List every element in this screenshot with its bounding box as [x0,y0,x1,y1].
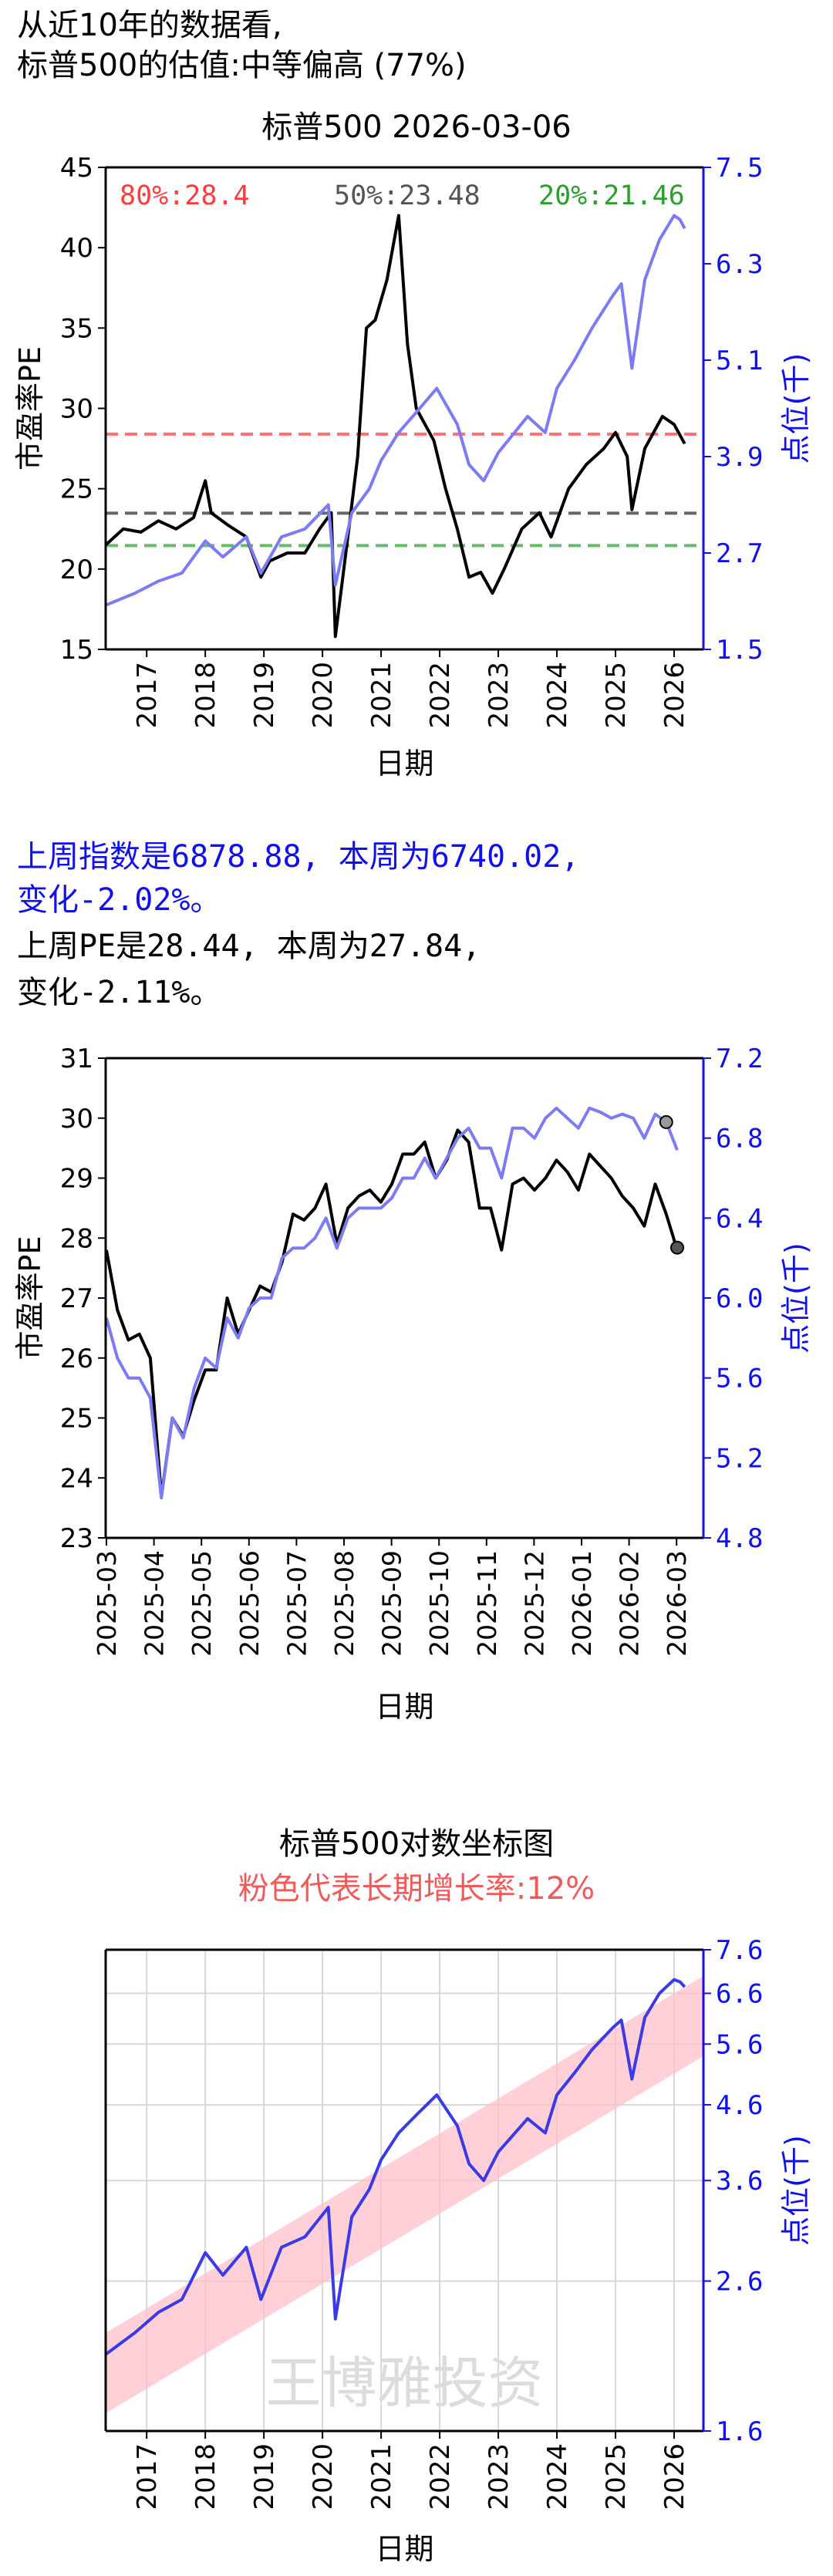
chart3-y-right-label: 点位(千) [779,2135,813,2246]
chart1-y-left-tick-label: 40 [60,233,93,264]
chart3-x-tick-label: 2017 [132,2443,163,2510]
chart1-x-tick-label: 2017 [132,662,163,729]
chart1-y-right-tick-label: 2.7 [716,538,763,569]
chart2-x-tick-label: 2025-05 [187,1550,217,1657]
trend-band [106,1975,703,2413]
chart3-x-tick-label: 2018 [191,2443,221,2510]
chart3-y-right-tick-label: 3.6 [716,2166,763,2197]
chart3-y-right-tick-label: 7.6 [716,1935,763,1966]
chart1-x-tick-label: 2024 [542,662,573,729]
chart1-y-right-tick-label: 6.3 [716,249,763,280]
chart2-x-tick-label: 2025-06 [234,1550,265,1657]
latest-marker-2 [659,1114,673,1129]
chart2-x-tick-label: 2025-10 [424,1550,454,1657]
chart1-x-tick-label: 2026 [659,662,690,729]
recent-series-line-2 [105,1106,679,1500]
chart2-x-tick-label: 2025-04 [140,1550,170,1657]
chart1-x-tick-label: 2019 [249,662,280,729]
chart3-x-tick-label: 2025 [601,2443,632,2510]
chart2-x-tick-label: 2025-11 [472,1550,502,1657]
chart2-x-tick-label: 2025-03 [92,1550,122,1657]
chart1-y-right-tick-label: 7.5 [716,153,763,184]
chart2-y-right-tick-label: 4.8 [716,1523,763,1554]
chart1-x-axis-label: 日期 [375,747,433,781]
chart2-y-left-tick-label: 25 [60,1404,93,1435]
chart1-y-right-tick-label: 3.9 [716,442,763,473]
chart3-subtitle: 粉色代表长期增长率:12% [238,1871,595,1907]
reference-label-3: 20%:21.46 [538,180,685,211]
chart3-x-tick-label: 2020 [308,2443,339,2510]
chart2-y-right-label: 点位(千) [779,1242,813,1354]
chart2-x-axis-label: 日期 [375,1690,433,1724]
chart2-y-right-tick-label: 5.2 [716,1443,763,1474]
chart2-x-tick-label: 2025-12 [519,1550,549,1657]
chart1-y-left-tick-label: 25 [60,474,93,505]
chart3-y-right-tick-label: 4.6 [716,2090,763,2121]
chart2-y-right-tick-label: 5.6 [716,1364,763,1394]
chart2-x-tick-label: 2025-08 [329,1550,359,1657]
chart3-x-tick-label: 2021 [366,2443,397,2510]
chart2-y-left-tick-label: 28 [60,1223,93,1254]
series-line-2 [105,214,686,607]
chart2-y-left-tick-label: 31 [60,1044,93,1074]
chart1-x-tick-label: 2022 [425,662,456,729]
chart3-x-axis-label: 日期 [375,2532,433,2566]
chart1-y-left-tick-label: 35 [60,313,93,344]
chart3-y-right-tick-label: 2.6 [716,2267,763,2298]
pe-change-line-1: 上周PE是28.44, 本周为27.84, [17,929,481,964]
chart2-y-left-tick-label: 26 [60,1344,93,1374]
chart1-y-right-label: 点位(千) [779,353,813,464]
index-change-line-2: 变化-2.02%。 [17,882,221,918]
latest-marker-1 [670,1240,684,1255]
chart2-y-left-tick-label: 30 [60,1104,93,1135]
reference-label-1: 80%:28.4 [120,180,250,211]
chart2-x-tick-label: 2025-09 [377,1550,407,1657]
chart2-y-left-tick-label: 24 [60,1463,93,1494]
chart1-y-right-tick-label: 5.1 [716,346,763,376]
intro-line-2: 标普500的估值:中等偏高 (77%) [17,48,467,83]
chart2-x-tick-label: 2026-01 [567,1550,597,1657]
chart3-x-tick-label: 2022 [425,2443,456,2510]
watermark-text: 王博雅投资 [265,2351,543,2416]
chart3-y-right-tick-label: 1.6 [716,2416,763,2447]
chart3-x-tick-label: 2019 [249,2443,280,2510]
series-line-1 [104,214,686,639]
chart2-x-tick-label: 2025-07 [282,1550,312,1657]
chart1-title: 标普500 2026-03-06 [261,110,572,145]
recent-series-line-1 [105,1128,679,1498]
chart2-y-right-tick-label: 6.8 [716,1124,763,1155]
chart3-y-right-tick-label: 5.6 [716,2029,763,2060]
reference-label-2: 50%:23.48 [334,180,481,211]
chart1-x-tick-label: 2023 [484,662,514,729]
chart2-x-tick-label: 2026-03 [662,1550,692,1657]
chart2-y-right-tick-label: 6.0 [716,1283,763,1314]
chart1-x-tick-label: 2021 [366,662,397,729]
chart1-y-left-tick-label: 20 [60,555,93,585]
chart2-y-left-tick-label: 29 [60,1164,93,1195]
chart1-y-left-label: 市盈率PE [13,346,47,470]
chart1-y-left-tick-label: 30 [60,394,93,425]
chart1-x-tick-label: 2018 [191,662,221,729]
chart1-x-tick-label: 2020 [308,662,339,729]
chart2-y-right-tick-label: 7.2 [716,1044,763,1074]
intro-line-1: 从近10年的数据看, [17,8,282,43]
chart3-x-tick-label: 2026 [659,2443,690,2510]
chart1-x-tick-label: 2025 [601,662,632,729]
chart3-x-tick-label: 2024 [542,2443,573,2510]
chart1-y-left-tick-label: 15 [60,635,93,666]
index-change-line-1: 上周指数是6878.88, 本周为6740.02, [17,839,580,875]
chart3-title: 标普500对数坐标图 [278,1826,555,1862]
chart2-y-left-label: 市盈率PE [13,1236,47,1360]
chart1-y-left-tick-label: 45 [60,153,93,184]
chart1-y-right-tick-label: 1.5 [716,635,763,666]
chart2-y-left-tick-label: 23 [60,1523,93,1554]
pe-change-line-2: 变化-2.11%。 [17,975,221,1010]
chart2-x-tick-label: 2026-02 [615,1550,645,1657]
chart3-y-right-tick-label: 6.6 [716,1978,763,2009]
chart2-y-left-tick-label: 27 [60,1283,93,1314]
chart3-x-tick-label: 2023 [484,2443,514,2510]
chart2-y-right-tick-label: 6.4 [716,1203,763,1234]
log-series-line-1 [104,1978,686,2356]
